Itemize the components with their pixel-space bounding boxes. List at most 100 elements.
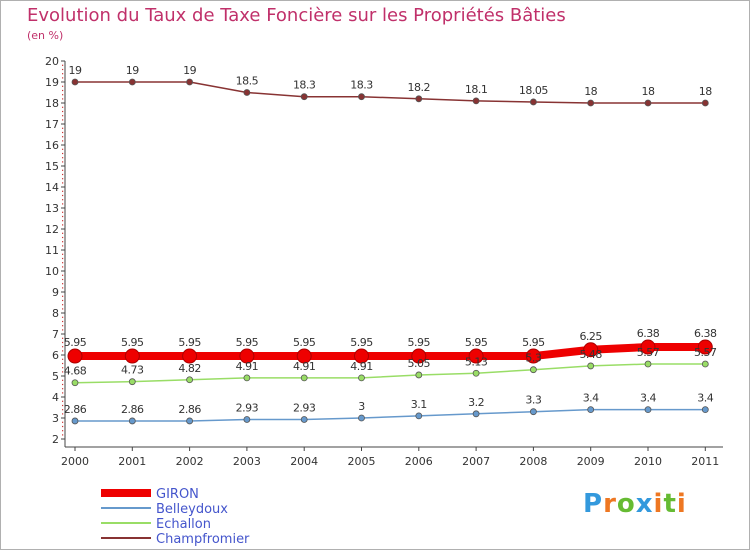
data-label: 6.38 <box>637 327 660 340</box>
y-minor-tick <box>62 434 64 436</box>
y-minor-tick <box>62 392 64 394</box>
data-point <box>583 342 599 358</box>
y-tick-label: 14 <box>45 181 59 194</box>
data-point <box>358 414 365 422</box>
data-point <box>300 93 308 101</box>
data-label: 6.38 <box>694 327 717 340</box>
data-point <box>411 348 427 364</box>
data-point <box>587 99 595 107</box>
data-label: 5.95 <box>293 336 316 349</box>
y-tick-label: 2 <box>52 433 59 446</box>
data-point <box>71 78 79 86</box>
data-label: 18.3 <box>350 79 373 92</box>
data-label: 3.4 <box>697 392 713 405</box>
y-tick-label: 3 <box>52 412 59 425</box>
y-minor-tick <box>62 362 64 365</box>
data-point <box>358 93 365 101</box>
y-tick-label: 13 <box>45 202 59 215</box>
y-minor-tick <box>62 430 64 432</box>
data-point <box>415 371 423 379</box>
y-minor-tick <box>62 157 64 159</box>
data-label: 3.4 <box>583 392 599 405</box>
y-minor-tick <box>62 199 64 201</box>
proxiti-logo: Proxiti <box>583 489 687 519</box>
data-point <box>67 348 83 364</box>
data-label: 4.91 <box>236 360 259 373</box>
y-tick-label: 16 <box>45 139 59 152</box>
data-label: 19 <box>183 64 196 77</box>
y-tick-label: 18 <box>45 97 59 110</box>
data-label: 3.1 <box>411 398 427 411</box>
legend-label-champfromier: Champfromier <box>156 532 250 547</box>
x-tick-label: 2005 <box>348 455 376 468</box>
data-label: 5.95 <box>465 336 488 349</box>
data-label: 19 <box>69 64 82 77</box>
data-point <box>697 339 713 355</box>
data-point <box>644 99 652 107</box>
y-minor-tick <box>62 215 64 218</box>
data-label: 2.93 <box>293 401 316 414</box>
y-tick-label: 5 <box>52 370 59 383</box>
logo-letter: P <box>583 489 604 519</box>
y-minor-tick <box>62 241 64 243</box>
data-point <box>640 339 656 355</box>
y-minor-tick <box>62 329 64 331</box>
data-label: 5.95 <box>178 336 201 349</box>
data-point <box>128 417 136 425</box>
y-minor-tick <box>62 211 64 213</box>
data-label: 4.82 <box>178 362 201 375</box>
x-tick-label: 2008 <box>519 455 547 468</box>
y-tick-label: 10 <box>45 265 59 278</box>
data-label: 18 <box>642 85 655 98</box>
x-tick-label: 2000 <box>61 455 89 468</box>
y-minor-tick <box>62 64 64 66</box>
data-point <box>354 348 369 364</box>
y-minor-tick <box>62 278 64 281</box>
y-minor-tick <box>62 320 64 323</box>
legend-label-giron: GIRON <box>156 487 199 502</box>
logo-letter: r <box>603 489 617 519</box>
data-label: 3.2 <box>468 396 484 409</box>
y-minor-tick <box>62 140 64 142</box>
y-minor-tick <box>62 308 64 310</box>
y-minor-tick <box>62 131 64 134</box>
y-minor-tick <box>62 161 64 163</box>
data-point <box>530 408 537 416</box>
y-minor-tick <box>62 350 64 352</box>
x-tick-label: 2007 <box>462 455 490 468</box>
y-minor-tick <box>62 136 64 138</box>
data-label: 3.3 <box>525 394 541 407</box>
y-minor-tick <box>62 190 64 192</box>
y-minor-tick <box>62 73 64 75</box>
data-point <box>644 360 652 368</box>
data-point <box>128 78 136 86</box>
data-label: 18.3 <box>293 79 316 92</box>
chart-title: Evolution du Taux de Taxe Foncière sur l… <box>27 5 566 26</box>
data-label: 5.95 <box>522 336 545 349</box>
y-minor-tick <box>62 148 64 150</box>
data-point <box>701 406 709 414</box>
y-tick-label: 15 <box>45 160 59 173</box>
y-minor-tick <box>62 224 64 226</box>
data-label: 3 <box>358 400 365 413</box>
data-label: 5.05 <box>408 357 431 370</box>
y-minor-tick <box>62 182 64 184</box>
data-label: 5.57 <box>694 346 717 359</box>
data-point <box>243 374 251 382</box>
y-minor-tick <box>62 383 64 386</box>
data-point <box>415 95 423 103</box>
x-tick-label: 2011 <box>691 455 719 468</box>
y-minor-tick <box>62 295 64 297</box>
data-label: 18 <box>699 85 712 98</box>
data-label: 5.95 <box>408 336 431 349</box>
data-label: 6.25 <box>579 330 602 343</box>
data-point <box>186 376 194 384</box>
data-label: 3.4 <box>640 392 656 405</box>
data-label: 2.86 <box>64 403 87 416</box>
legend-label-echallon: Echallon <box>156 517 211 532</box>
logo-letter: t <box>663 489 677 519</box>
x-tick-label: 2009 <box>577 455 605 468</box>
y-tick-label: 7 <box>52 328 59 341</box>
data-point <box>587 362 595 370</box>
